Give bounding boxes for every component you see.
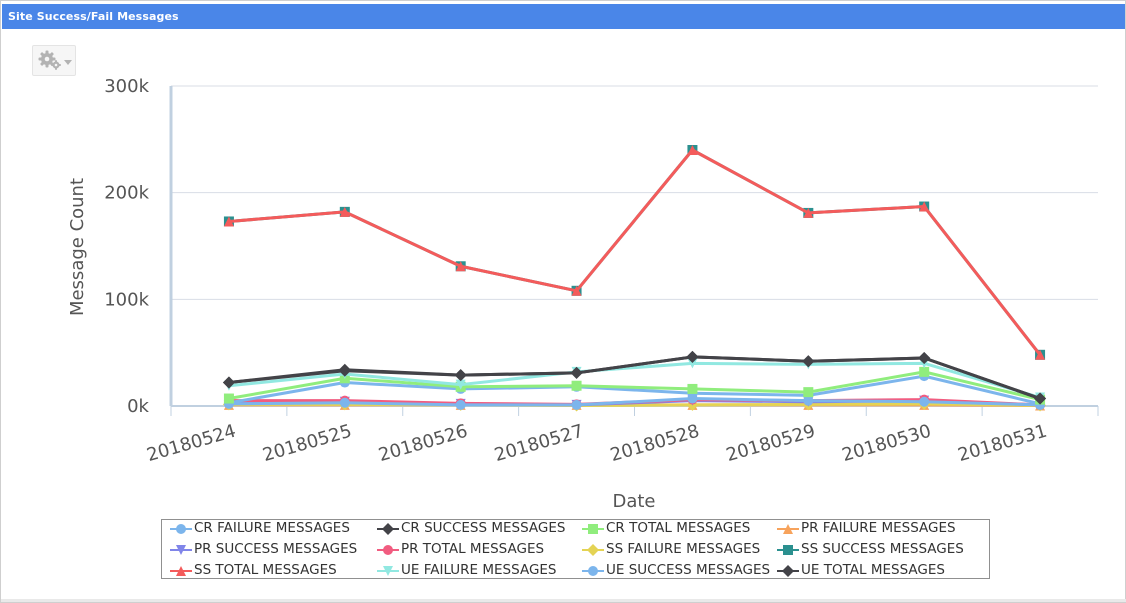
data-point — [223, 393, 234, 404]
data-point — [919, 201, 930, 212]
y-tick-label: 0k — [127, 396, 149, 417]
data-point — [571, 285, 582, 296]
x-tick-label: 20180531 — [956, 421, 1050, 466]
x-tick-label: 20180526 — [376, 421, 470, 466]
data-point — [687, 383, 698, 394]
legend-marker — [587, 544, 599, 556]
data-point — [570, 366, 583, 379]
data-point — [338, 364, 351, 377]
legend-marker — [176, 524, 186, 534]
legend-label: UE FAILURE MESSAGES — [401, 562, 557, 578]
legend-symbol — [170, 524, 192, 534]
x-tick-label: 20180525 — [260, 421, 354, 466]
legend-label: UE TOTAL MESSAGES — [801, 562, 945, 578]
y-axis-ticks: 0k 100k 200k 300k — [104, 76, 149, 417]
data-point — [1034, 392, 1047, 405]
data-point — [571, 380, 582, 391]
legend-marker — [783, 524, 793, 534]
data-point — [1035, 349, 1046, 360]
series-line — [228, 148, 1042, 356]
legend-label: PR SUCCESS MESSAGES — [194, 541, 358, 557]
series-line — [228, 361, 1041, 399]
data-point — [802, 355, 815, 368]
legend-label: SS FAILURE MESSAGES — [606, 541, 761, 557]
legend-marker — [783, 545, 793, 555]
series-line — [228, 148, 1042, 356]
chevron-down-icon — [64, 60, 72, 65]
legend-marker — [383, 566, 393, 576]
data-point — [686, 350, 699, 363]
legend-symbol — [777, 565, 799, 577]
gear-icon — [38, 50, 61, 70]
data-point — [454, 369, 467, 382]
legend-symbol — [582, 544, 604, 556]
legend-symbol — [582, 524, 604, 534]
data-point — [687, 145, 698, 155]
legend-label: SS TOTAL MESSAGES — [194, 562, 337, 578]
data-point — [455, 399, 466, 410]
legend-label: PR TOTAL MESSAGES — [401, 541, 545, 557]
legend-label: UE SUCCESS MESSAGES — [606, 562, 771, 578]
legend-symbol — [170, 566, 192, 576]
y-axis-title: Message Count — [67, 178, 88, 316]
legend-marker — [382, 523, 394, 535]
x-axis-title: Date — [612, 491, 655, 512]
legend-symbol — [377, 545, 399, 555]
data-point — [455, 261, 466, 272]
data-point — [803, 207, 814, 218]
legend-symbol — [582, 566, 604, 576]
data-point — [919, 396, 930, 407]
legend-label: CR TOTAL MESSAGES — [606, 520, 751, 536]
series-line — [228, 374, 1041, 406]
legend-marker — [176, 566, 186, 576]
chart-legend: CR FAILURE MESSAGES CR SUCCESS MESSAGES CR… — [161, 519, 990, 579]
series-line — [228, 370, 1041, 402]
panel-title: Site Success/Fail Messages — [8, 10, 179, 23]
y-tick-label: 300k — [104, 76, 149, 97]
x-tick-label: 20180529 — [724, 421, 818, 466]
data-point — [339, 206, 350, 217]
legend-marker — [588, 524, 598, 534]
legend-marker — [782, 565, 794, 577]
panel-title-bar: Site Success/Fail Messages — [2, 4, 1125, 29]
legend-symbol — [170, 545, 192, 555]
y-tick-label: 200k — [104, 183, 149, 204]
legend-symbol — [377, 566, 399, 576]
legend-label: SS SUCCESS MESSAGES — [801, 541, 964, 557]
series-group — [222, 145, 1047, 412]
data-point — [803, 387, 814, 398]
data-point — [919, 366, 930, 377]
legend-label: CR FAILURE MESSAGES — [194, 520, 350, 536]
y-tick-label: 100k — [104, 289, 149, 310]
panel-bottom-border — [1, 599, 1126, 602]
data-point — [687, 358, 698, 369]
x-tick-label: 20180528 — [608, 421, 702, 466]
chart-settings-button[interactable] — [32, 45, 76, 76]
x-tick-label: 20180524 — [144, 421, 238, 466]
x-tick-label: 20180530 — [840, 421, 934, 466]
series-cr-success-messages — [222, 350, 1047, 405]
data-point — [455, 379, 466, 390]
series-line — [228, 355, 1041, 400]
series-ss-total-messages — [223, 145, 1046, 360]
legend-marker — [176, 545, 186, 555]
legend-symbol — [777, 545, 799, 555]
data-point — [918, 352, 931, 364]
series-line — [228, 397, 1041, 407]
data-point — [223, 216, 234, 227]
legend-marker — [383, 545, 393, 555]
data-point — [571, 399, 582, 410]
x-axis-ticks: 20180524 20180525 20180526 20180527 20180528… — [144, 421, 1049, 466]
data-point — [222, 376, 235, 389]
legend-label: CR SUCCESS MESSAGES — [401, 520, 566, 536]
x-tick-label: 20180527 — [492, 421, 586, 466]
legend-label: PR FAILURE MESSAGES — [801, 520, 956, 536]
legend-marker — [588, 566, 598, 576]
series-ss-success-messages — [223, 145, 1046, 360]
legend-symbol — [377, 523, 399, 535]
data-point — [339, 397, 350, 408]
legend-symbol — [777, 524, 799, 534]
